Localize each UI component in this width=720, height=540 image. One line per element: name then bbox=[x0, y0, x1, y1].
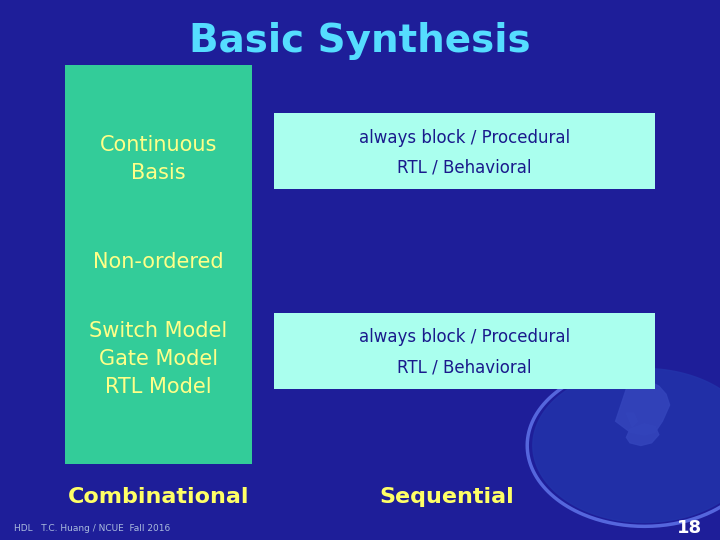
FancyBboxPatch shape bbox=[274, 113, 655, 189]
Text: RTL / Behavioral: RTL / Behavioral bbox=[397, 159, 531, 177]
Text: Basic Synthesis: Basic Synthesis bbox=[189, 22, 531, 59]
FancyBboxPatch shape bbox=[274, 313, 655, 389]
Text: 18: 18 bbox=[677, 519, 702, 537]
Text: Combinational: Combinational bbox=[68, 487, 249, 507]
Text: HDL   T.C. Huang / NCUE  Fall 2016: HDL T.C. Huang / NCUE Fall 2016 bbox=[14, 524, 171, 532]
FancyBboxPatch shape bbox=[65, 65, 252, 464]
Text: always block / Procedural: always block / Procedural bbox=[359, 129, 570, 146]
Text: always block / Procedural: always block / Procedural bbox=[359, 328, 570, 346]
Polygon shape bbox=[626, 413, 637, 427]
Text: Continuous
Basis: Continuous Basis bbox=[99, 136, 217, 183]
Text: Non-ordered: Non-ordered bbox=[93, 252, 224, 272]
Text: RTL / Behavioral: RTL / Behavioral bbox=[397, 359, 531, 376]
Text: Sequential: Sequential bbox=[379, 487, 514, 507]
Text: Switch Model
Gate Model
RTL Model: Switch Model Gate Model RTL Model bbox=[89, 321, 228, 397]
Polygon shape bbox=[626, 424, 659, 446]
Polygon shape bbox=[533, 368, 720, 523]
Polygon shape bbox=[616, 378, 670, 435]
